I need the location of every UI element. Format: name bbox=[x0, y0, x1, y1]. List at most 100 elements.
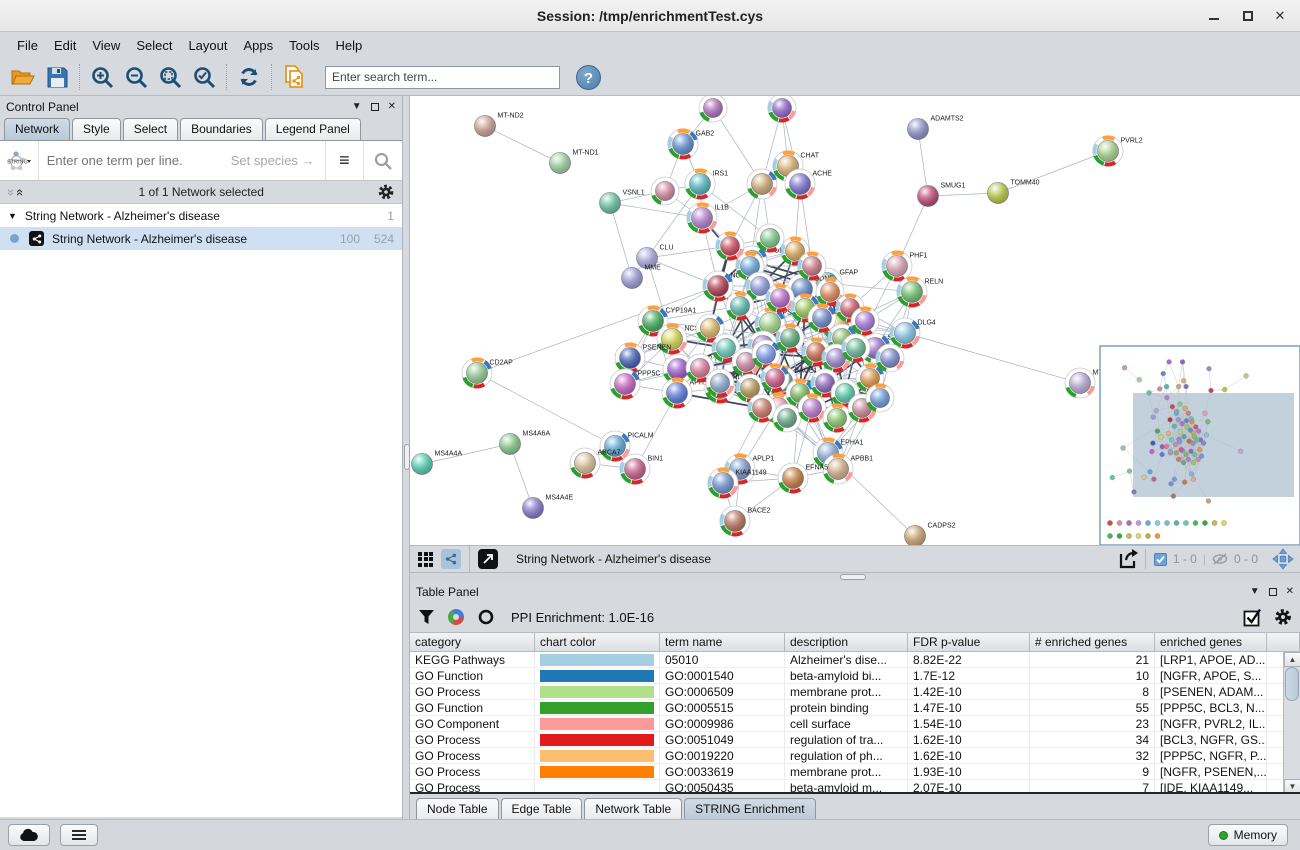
network-node[interactable]: PVRL2 bbox=[1092, 135, 1143, 167]
task-history-button[interactable] bbox=[60, 824, 98, 846]
network-node[interactable] bbox=[747, 393, 777, 423]
help-icon[interactable]: ? bbox=[576, 64, 601, 90]
table-row[interactable]: GO Process GO:0019220 regulation of ph... 1… bbox=[410, 748, 1300, 764]
menu-tools[interactable]: Tools bbox=[289, 38, 320, 53]
filter-icon[interactable] bbox=[418, 609, 435, 625]
birdseye-view[interactable] bbox=[1099, 345, 1300, 545]
network-node[interactable] bbox=[772, 403, 802, 433]
network-node[interactable] bbox=[760, 363, 790, 393]
network-node[interactable] bbox=[797, 393, 827, 423]
network-node[interactable] bbox=[822, 403, 852, 433]
selected-nodes-checkbox-icon[interactable] bbox=[1153, 552, 1167, 566]
network-node[interactable] bbox=[841, 333, 871, 363]
network-node[interactable]: RELN bbox=[896, 276, 943, 308]
network-node[interactable]: MS4A6A bbox=[499, 431, 551, 455]
network-node[interactable]: SMUG1 bbox=[917, 183, 966, 207]
table-float-icon[interactable] bbox=[1268, 587, 1277, 596]
network-node[interactable]: CLU bbox=[636, 245, 674, 269]
menu-select[interactable]: Select bbox=[136, 38, 173, 53]
zoom-in-icon[interactable] bbox=[85, 62, 119, 92]
menu-file[interactable]: File bbox=[17, 38, 38, 53]
network-node[interactable] bbox=[865, 383, 895, 413]
tab-node-table[interactable]: Node Table bbox=[416, 798, 499, 820]
network-canvas[interactable]: MT-ND2 MT-ND1 VSNL1 GAB2 IRS1 ABCA1 CHAT ACHE IL… bbox=[410, 96, 1300, 545]
network-node[interactable]: ADAMTS2 bbox=[907, 116, 964, 140]
menu-view[interactable]: View bbox=[92, 38, 121, 53]
birdseye-toggle-icon[interactable] bbox=[441, 549, 461, 569]
panel-menu-icon[interactable]: ▼ bbox=[351, 101, 362, 112]
grid-view-icon[interactable] bbox=[418, 551, 433, 567]
menu-apps[interactable]: Apps bbox=[243, 38, 274, 53]
network-node[interactable]: CYP19A1 bbox=[637, 305, 696, 337]
scrollbar-thumb[interactable] bbox=[1285, 667, 1299, 701]
network-node[interactable]: DLG4 bbox=[889, 317, 936, 349]
close-panel-icon[interactable]: ✕ bbox=[387, 101, 396, 112]
network-node[interactable]: APLP1 bbox=[724, 453, 774, 485]
network-node[interactable]: MT-ND1 bbox=[549, 150, 599, 174]
network-node[interactable] bbox=[850, 306, 880, 336]
table-row[interactable]: GO Function GO:0001540 beta-amyloid bi... 1… bbox=[410, 668, 1300, 684]
string-search-icon[interactable] bbox=[363, 141, 402, 180]
column-header[interactable]: description bbox=[785, 633, 908, 651]
network-node[interactable]: GAB2 bbox=[667, 128, 714, 160]
string-options-icon[interactable]: ≡ bbox=[324, 141, 364, 180]
network-node[interactable]: PSEN1 bbox=[754, 307, 806, 339]
ring-chart-icon[interactable] bbox=[477, 608, 495, 626]
network-node[interactable] bbox=[650, 176, 680, 206]
network-node[interactable]: IRS1 bbox=[684, 168, 728, 200]
menu-layout[interactable]: Layout bbox=[188, 38, 228, 53]
menu-edit[interactable]: Edit bbox=[53, 38, 77, 53]
tab-select[interactable]: Select bbox=[122, 118, 179, 140]
tab-legend-panel[interactable]: Legend Panel bbox=[264, 118, 361, 140]
network-node[interactable]: PICALM bbox=[599, 430, 654, 462]
network-node[interactable]: MTHFD1L bbox=[1064, 367, 1125, 399]
string-term-input[interactable] bbox=[38, 153, 231, 168]
table-settings-gear-icon[interactable] bbox=[1274, 608, 1292, 626]
network-node[interactable]: MS4A4A bbox=[411, 451, 463, 475]
scroll-up-icon[interactable]: ▲ bbox=[1284, 652, 1300, 667]
network-node[interactable]: IL1B bbox=[686, 202, 729, 234]
network-node[interactable]: APH1A bbox=[661, 377, 713, 409]
network-node[interactable]: VSNL1 bbox=[599, 190, 645, 214]
zoom-out-icon[interactable] bbox=[119, 62, 153, 92]
table-panel-menu-icon[interactable]: ▼ bbox=[1249, 586, 1260, 597]
minimize-button[interactable] bbox=[1206, 8, 1222, 24]
network-node[interactable] bbox=[705, 368, 735, 398]
column-header[interactable]: # enriched genes bbox=[1030, 633, 1155, 651]
network-node[interactable]: APBB1 bbox=[822, 453, 873, 485]
search-input[interactable] bbox=[325, 65, 560, 89]
column-header[interactable]: chart color bbox=[535, 633, 660, 651]
tab-style[interactable]: Style bbox=[72, 118, 121, 140]
set-species-hint[interactable]: Set species → bbox=[230, 153, 315, 168]
network-node[interactable]: TOMM40 bbox=[987, 180, 1040, 204]
column-header[interactable]: category bbox=[410, 633, 535, 651]
network-collection-row[interactable]: ▼ String Network - Alzheimer's disease 1 bbox=[0, 204, 402, 227]
network-node[interactable] bbox=[685, 353, 715, 383]
float-panel-icon[interactable] bbox=[370, 102, 379, 111]
clone-network-icon[interactable] bbox=[277, 62, 311, 92]
chart-settings-icon[interactable] bbox=[447, 608, 465, 626]
table-row[interactable]: GO Function GO:0005515 protein binding 1.47… bbox=[410, 700, 1300, 716]
splitter-grip[interactable] bbox=[404, 444, 410, 470]
table-row[interactable]: KEGG Pathways 05010 Alzheimer's dise... 8.8… bbox=[410, 652, 1300, 668]
network-node[interactable] bbox=[801, 337, 831, 367]
network-node[interactable] bbox=[715, 231, 745, 261]
network-node[interactable] bbox=[725, 291, 755, 321]
zoom-selected-icon[interactable] bbox=[187, 62, 221, 92]
horizontal-splitter-grip[interactable] bbox=[840, 574, 866, 580]
table-scrollbar[interactable]: ▲ ▼ bbox=[1283, 652, 1300, 792]
table-row[interactable]: GO Process GO:0006509 membrane prot... 1.42… bbox=[410, 684, 1300, 700]
collapse-triangle-icon[interactable]: ▼ bbox=[8, 210, 17, 221]
tab-network[interactable]: Network bbox=[4, 118, 71, 140]
tab-network-table[interactable]: Network Table bbox=[584, 798, 683, 820]
table-row[interactable]: GO Process GO:0033619 membrane prot... 1.93… bbox=[410, 764, 1300, 780]
menu-help[interactable]: Help bbox=[335, 38, 363, 53]
network-node[interactable] bbox=[815, 277, 845, 307]
network-node[interactable] bbox=[711, 333, 741, 363]
table-row[interactable]: GO Process GO:0051049 regulation of tra...… bbox=[410, 732, 1300, 748]
network-node[interactable] bbox=[875, 343, 905, 373]
network-node[interactable]: BACE2 bbox=[719, 505, 771, 537]
pan-navigation-icon[interactable] bbox=[1266, 544, 1300, 574]
network-node[interactable]: BIN1 bbox=[619, 453, 663, 485]
network-node[interactable] bbox=[695, 313, 725, 343]
